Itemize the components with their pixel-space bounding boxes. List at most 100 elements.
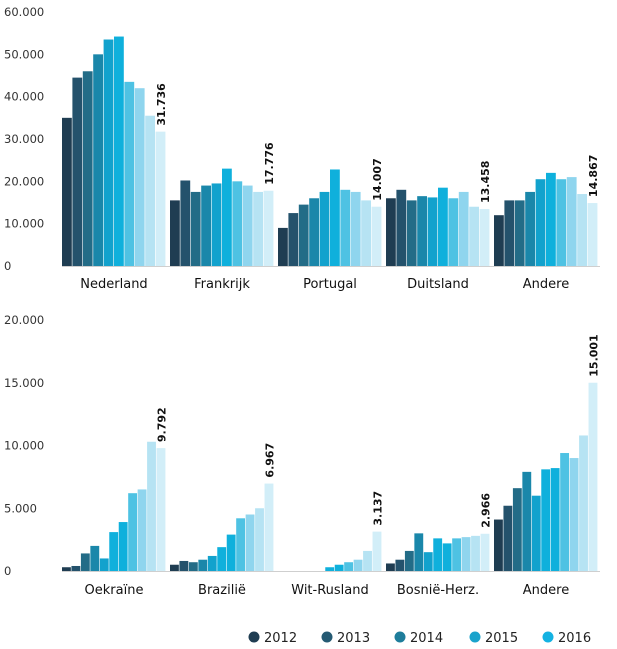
- category-label: Wit-Rusland: [291, 583, 369, 598]
- bar: [82, 71, 93, 267]
- legend-swatch: [542, 631, 554, 643]
- bar: [371, 206, 382, 266]
- bar: [124, 81, 135, 266]
- bar: [588, 382, 598, 571]
- bar: [255, 508, 264, 571]
- y-tick-label: 10.000: [4, 439, 44, 453]
- category-label: Duitsland: [407, 277, 469, 292]
- bar: [350, 191, 361, 266]
- bar: [62, 117, 72, 266]
- bar: [531, 495, 541, 571]
- bar: [556, 179, 567, 266]
- bar: [180, 180, 191, 266]
- bar: [535, 179, 546, 266]
- bar: [325, 567, 335, 571]
- bar: [211, 183, 222, 266]
- bar: [134, 88, 145, 266]
- bar: [361, 200, 371, 266]
- bar: [514, 200, 525, 266]
- legend-swatch: [469, 631, 481, 643]
- y-tick-label: 5.000: [4, 501, 37, 515]
- y-tick-label: 40.000: [4, 90, 44, 104]
- bar: [170, 200, 180, 266]
- bar: [145, 115, 155, 266]
- bar: [334, 564, 344, 571]
- bar: [404, 550, 414, 571]
- bar: [579, 435, 588, 571]
- category-label: Portugal: [303, 277, 357, 292]
- bar: [264, 483, 274, 571]
- bar: [99, 558, 109, 571]
- legend-item: 2016: [542, 631, 591, 646]
- bar: [109, 532, 119, 571]
- bar: [222, 168, 232, 266]
- legend-item: 2012: [248, 631, 297, 646]
- bar: [288, 213, 299, 266]
- bar: [406, 200, 417, 266]
- data-label: 17.776: [263, 142, 276, 185]
- bar: [128, 493, 138, 571]
- y-tick-label: 0: [4, 259, 11, 273]
- bar: [569, 458, 579, 571]
- bar: [448, 198, 459, 266]
- data-label: 3.137: [371, 491, 384, 526]
- legend-swatch: [321, 631, 333, 643]
- bar: [103, 39, 114, 266]
- bar: [319, 191, 330, 266]
- bar: [427, 197, 438, 266]
- bar: [201, 185, 211, 266]
- legend-label: 2014: [410, 631, 443, 646]
- legend-label: 2012: [264, 631, 297, 646]
- bar: [190, 191, 201, 266]
- bar: [245, 514, 255, 571]
- legend-swatch: [394, 631, 406, 643]
- bar: [396, 189, 407, 266]
- legend-item: 2013: [321, 631, 370, 646]
- data-label: 13.458: [479, 161, 492, 203]
- bar: [461, 537, 471, 571]
- legend-item: 2014: [394, 631, 443, 646]
- bar: [541, 469, 551, 571]
- category-label: Andere: [523, 583, 569, 598]
- category-label: Brazilië: [198, 583, 246, 598]
- category-label: Frankrijk: [194, 277, 250, 292]
- bar: [471, 535, 480, 571]
- bar: [170, 564, 179, 571]
- data-label: 14.867: [587, 155, 600, 197]
- bar: [137, 489, 147, 571]
- bar: [232, 181, 243, 266]
- bar: [353, 559, 363, 571]
- bar: [546, 172, 556, 266]
- bar: [207, 555, 217, 571]
- bar: [72, 77, 83, 267]
- bar: [198, 559, 208, 571]
- y-tick-label: 60.000: [4, 5, 44, 19]
- bar: [278, 227, 288, 266]
- bar: [226, 534, 236, 571]
- y-tick-label: 0: [4, 564, 11, 578]
- data-label: 31.736: [155, 83, 168, 126]
- bar: [469, 206, 479, 266]
- bar: [417, 196, 427, 266]
- bar: [458, 191, 469, 266]
- bar: [395, 559, 405, 571]
- bar: [242, 185, 253, 266]
- bar: [253, 191, 263, 266]
- category-label: Andere: [523, 277, 569, 292]
- bar: [587, 203, 598, 266]
- y-tick-label: 20.000: [4, 313, 44, 327]
- legend-item: 2015: [469, 631, 518, 646]
- bar: [340, 189, 351, 266]
- bar: [423, 552, 433, 571]
- legend-swatch: [248, 631, 260, 643]
- bar: [156, 448, 166, 571]
- bar: [438, 187, 448, 266]
- data-label: 15.001: [587, 334, 600, 376]
- y-tick-label: 20.000: [4, 174, 44, 188]
- bar: [179, 560, 189, 571]
- y-tick-label: 30.000: [4, 132, 44, 146]
- bar: [263, 190, 274, 266]
- legend-label: 2015: [485, 631, 518, 646]
- bar: [550, 468, 560, 571]
- bar: [386, 198, 396, 266]
